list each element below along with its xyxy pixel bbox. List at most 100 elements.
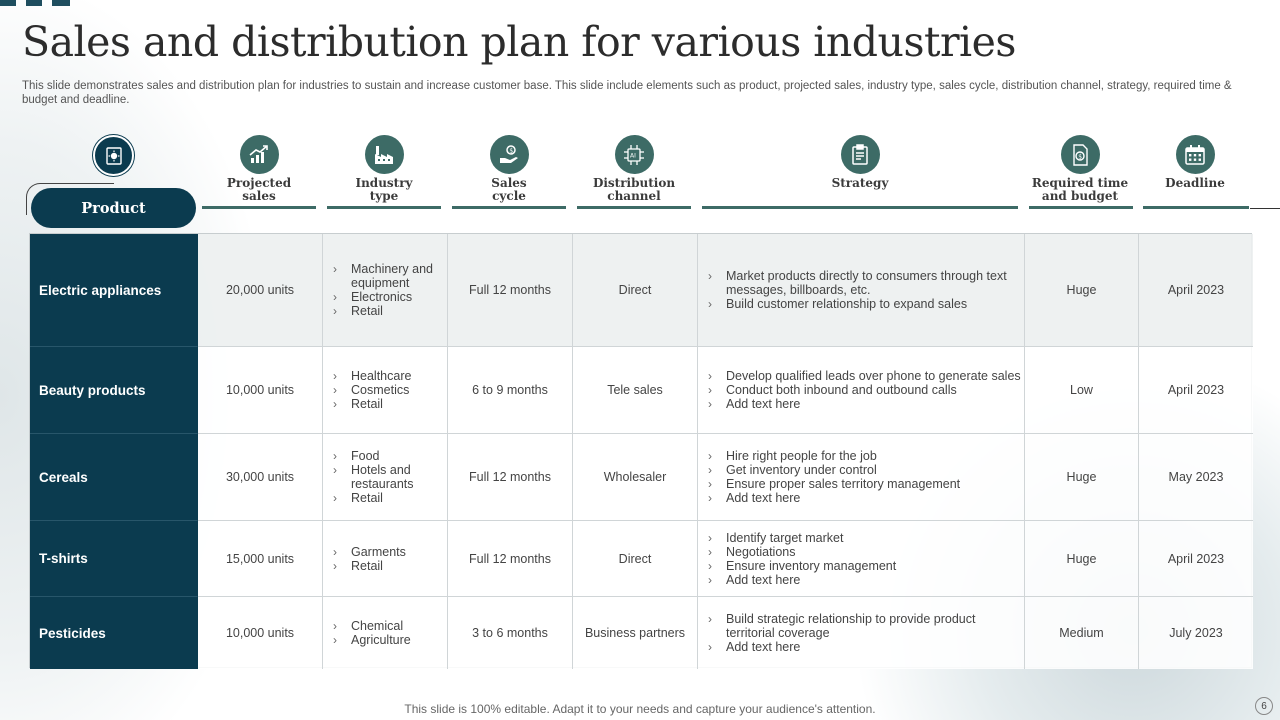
distribution-channel-cell: Direct: [573, 234, 698, 347]
list-item: Retail: [331, 559, 406, 573]
budget-cell: Huge: [1025, 234, 1139, 347]
footer-note: This slide is 100% editable. Adapt it to…: [404, 702, 876, 716]
industry-type-cell: Healthcare Cosmetics Retail: [323, 347, 448, 434]
list-item: Ensure inventory management: [706, 559, 896, 573]
product-cell: Pesticides: [30, 597, 198, 669]
strategy-cell: Market products directly to consumers th…: [698, 234, 1025, 347]
list-item: Hire right people for the job: [706, 449, 960, 463]
projected-sales-cell: 15,000 units: [198, 521, 323, 597]
industry-type-cell: Machinery and equipment Electronics Reta…: [323, 234, 448, 347]
strategy-cell: Build strategic relationship to provide …: [698, 597, 1025, 669]
list-item: Agriculture: [331, 633, 411, 647]
column-label: Required time and budget: [1031, 176, 1129, 203]
svg-text:AI: AI: [630, 152, 636, 159]
projected-sales-cell: 20,000 units: [198, 234, 323, 347]
strategy-cell: Identify target market Negotiations Ensu…: [698, 521, 1025, 597]
list-item: Add text here: [706, 573, 896, 587]
product-cell: Beauty products: [30, 347, 198, 434]
column-header-strategy: Strategy: [810, 135, 910, 190]
list-item: Machinery and equipment: [331, 262, 447, 290]
industry-type-cell: Chemical Agriculture: [323, 597, 448, 669]
document-money-icon: $: [1060, 135, 1100, 174]
factory-icon: [364, 135, 404, 174]
list-item: Identify target market: [706, 531, 896, 545]
distribution-channel-cell: Business partners: [573, 597, 698, 669]
list-item: Electronics: [331, 290, 447, 304]
slide-title: Sales and distribution plan for various …: [22, 18, 1016, 66]
sales-cycle-cell: Full 12 months: [448, 434, 573, 521]
svg-text:$: $: [509, 147, 513, 154]
header-underline: [1143, 206, 1249, 209]
calendar-icon: [1175, 135, 1215, 174]
svg-text:$: $: [1078, 153, 1082, 160]
list-item: Add text here: [706, 491, 960, 505]
sales-cycle-cell: Full 12 months: [448, 234, 573, 347]
budget-cell: Low: [1025, 347, 1139, 434]
list-item: Cosmetics: [331, 383, 411, 397]
list-item: Retail: [331, 397, 411, 411]
deadline-cell: May 2023: [1139, 434, 1253, 521]
deadline-cell: April 2023: [1139, 234, 1253, 347]
column-header-deadline: Deadline: [1145, 135, 1245, 190]
header-underline: [1029, 206, 1133, 209]
projected-sales-cell: 10,000 units: [198, 347, 323, 434]
strategy-cell: Hire right people for the job Get invent…: [698, 434, 1025, 521]
product-column-header: Product: [31, 188, 196, 228]
sales-cycle-cell: 3 to 6 months: [448, 597, 573, 669]
budget-cell: Medium: [1025, 597, 1139, 669]
plan-table: Electric appliances 20,000 units Machine…: [29, 233, 1253, 669]
column-label: Projected sales: [226, 176, 292, 203]
budget-cell: Huge: [1025, 521, 1139, 597]
projected-sales-cell: 30,000 units: [198, 434, 323, 521]
sales-cycle-cell: 6 to 9 months: [448, 347, 573, 434]
column-label: Sales cycle: [491, 176, 527, 203]
industry-type-list: Chemical Agriculture: [331, 619, 411, 647]
list-item: Build strategic relationship to provide …: [706, 612, 1024, 640]
column-header-required-time-budget: $ Required time and budget: [1030, 135, 1130, 203]
list-item: Food: [331, 449, 447, 463]
industry-type-list: Machinery and equipment Electronics Reta…: [331, 262, 447, 318]
header-underline: [327, 206, 441, 209]
strategy-list: Hire right people for the job Get invent…: [706, 449, 960, 505]
list-item: Add text here: [706, 640, 1024, 654]
strategy-list: Market products directly to consumers th…: [706, 269, 1024, 311]
hand-coin-icon: $: [489, 135, 529, 174]
list-item: Chemical: [331, 619, 411, 633]
list-item: Healthcare: [331, 369, 411, 383]
column-label: Distribution channel: [592, 176, 676, 203]
list-item: Retail: [331, 304, 447, 318]
industry-type-cell: Garments Retail: [323, 521, 448, 597]
industry-type-cell: Food Hotels and restaurants Retail: [323, 434, 448, 521]
strategy-list: Build strategic relationship to provide …: [706, 612, 1024, 654]
header-underline: [702, 206, 1018, 209]
list-item: Develop qualified leads over phone to ge…: [706, 369, 1021, 383]
product-badge-icon: [93, 135, 134, 176]
list-item: Retail: [331, 491, 447, 505]
budget-cell: Huge: [1025, 434, 1139, 521]
product-cell: T-shirts: [30, 521, 198, 597]
column-header-projected-sales: Projected sales: [209, 135, 309, 203]
industry-type-list: Garments Retail: [331, 545, 406, 573]
column-label: Strategy: [831, 176, 889, 190]
deadline-cell: April 2023: [1139, 347, 1253, 434]
column-label: Deadline: [1165, 176, 1225, 190]
sales-cycle-cell: Full 12 months: [448, 521, 573, 597]
growth-chart-icon: [239, 135, 279, 174]
clipboard-icon: [840, 135, 880, 174]
industry-type-list: Food Hotels and restaurants Retail: [331, 449, 447, 505]
header-underline: [452, 206, 566, 209]
slide-subtitle: This slide demonstrates sales and distri…: [22, 80, 1232, 106]
header-underline: [202, 206, 316, 209]
list-item: Get inventory under control: [706, 463, 960, 477]
distribution-channel-cell: Tele sales: [573, 347, 698, 434]
deadline-cell: April 2023: [1139, 521, 1253, 597]
product-cell: Electric appliances: [30, 234, 198, 347]
ai-chip-icon: AI: [614, 135, 654, 174]
column-label: Industry type: [355, 176, 413, 203]
strategy-list: Develop qualified leads over phone to ge…: [706, 369, 1021, 411]
projected-sales-cell: 10,000 units: [198, 597, 323, 669]
column-header-distribution-channel: AI Distribution channel: [584, 135, 684, 203]
list-item: Market products directly to consumers th…: [706, 269, 1024, 297]
strategy-list: Identify target market Negotiations Ensu…: [706, 531, 896, 587]
distribution-channel-cell: Wholesaler: [573, 434, 698, 521]
